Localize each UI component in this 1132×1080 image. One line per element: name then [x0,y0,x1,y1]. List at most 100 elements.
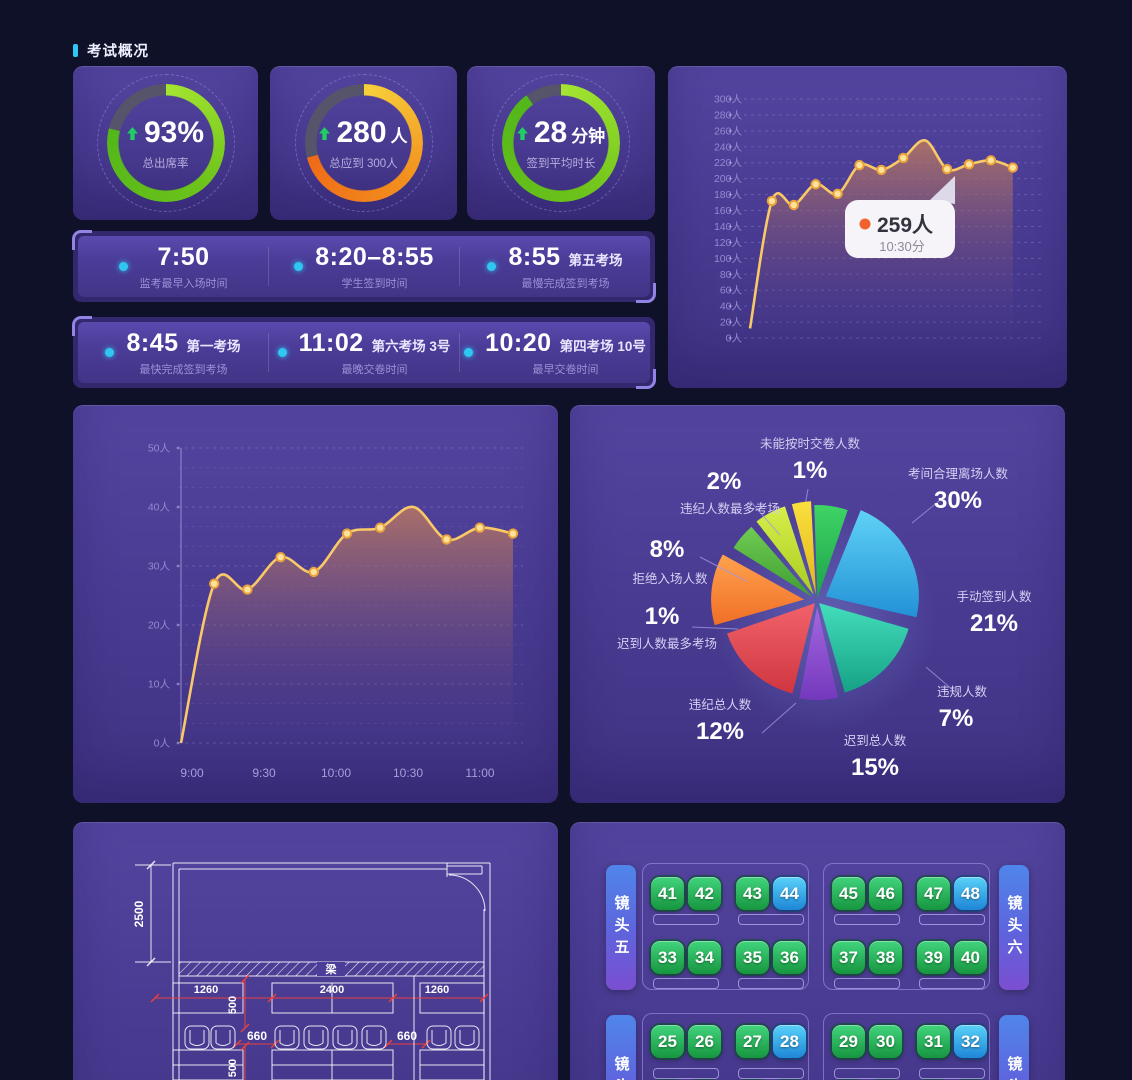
seat-desk [919,1068,985,1079]
data-point-marker[interactable] [1007,162,1018,173]
seat-41[interactable]: 41 [651,877,684,910]
seat-31[interactable]: 31 [917,1025,950,1058]
pie-slice[interactable] [814,505,848,599]
time-bar-inner: 7:50 监考最早入场时间 8:20–8:55 学生签到时间 8:55 第五考场 最慢完成签… [78,236,650,297]
cyan-dot-icon [294,262,304,271]
seat-43[interactable]: 43 [736,877,769,910]
time-sublabel: 学生签到时间 [341,277,408,290]
data-point-marker[interactable] [766,195,778,207]
time-suffix: 第五考场 [568,252,623,268]
pie-label-name: 违纪人数最多考场 [680,501,780,516]
pie-slice[interactable] [819,603,909,693]
seat-32[interactable]: 32 [954,1025,987,1058]
time-suffix: 第一考场 [186,338,241,354]
seat-35[interactable]: 35 [736,941,769,974]
seat-26[interactable]: 26 [688,1025,721,1058]
data-point-marker[interactable] [832,188,843,200]
seat-30[interactable]: 30 [869,1025,902,1058]
tooltip-box [845,200,955,258]
y-axis-label: 100人 [714,253,743,265]
data-point-marker[interactable] [275,551,286,563]
gauge-ring-wrap: 28 分钟 签到平均时长 [492,74,630,212]
tick-dot [728,288,732,292]
time-texts: 7:50 监考最早入场时间 [140,243,228,291]
data-point-marker[interactable] [441,534,452,545]
data-point-marker[interactable] [963,159,975,170]
data-point-marker[interactable] [375,522,386,533]
seat-27[interactable]: 27 [736,1025,769,1058]
seat-42[interactable]: 42 [688,877,721,910]
seat-desk [738,914,804,925]
pie-callout-line [761,702,797,734]
data-point-marker[interactable] [474,522,485,533]
seat-44[interactable]: 44 [773,877,806,910]
seat-desk [653,914,719,925]
seat-28[interactable]: 28 [773,1025,806,1058]
data-point-marker[interactable] [242,584,253,595]
data-point-marker[interactable] [308,566,320,578]
tick-dot [728,336,732,340]
pie-slice[interactable] [727,603,815,694]
seat-47[interactable]: 47 [917,877,950,910]
data-point-marker[interactable] [810,179,821,190]
y-axis-label: 140人 [714,221,743,233]
pie-slice[interactable] [733,526,813,598]
camera-label-right: 镜头 [999,1015,1029,1080]
seat-40[interactable]: 40 [954,941,987,974]
data-point-marker[interactable] [941,163,953,175]
seat-map-card: 镜头五 镜头六 41 42 43 44 33 34 35 36 45 46 47 48 37 38 39 40 镜头… [570,822,1065,1080]
data-point-marker[interactable] [898,152,909,164]
time-bar-inner: 8:45 第一考场 最快完成签到考场 11:02 第六考场 3号 最晚交卷时间 10:20 第… [78,322,650,383]
time-suffix: 第四考场 10号 [559,338,646,354]
pie-label-name: 考间合理离场人数 [908,466,1009,481]
data-point-marker[interactable] [209,578,220,589]
seat-desk [653,978,719,989]
gauge-center: 93% 总出席率 [104,81,228,205]
chair [210,1025,236,1050]
pie-slice[interactable] [791,501,816,595]
cyan-dot-icon [464,348,474,357]
seat-29[interactable]: 29 [832,1025,865,1058]
seat-46[interactable]: 46 [869,877,902,910]
data-point-marker[interactable] [985,155,997,166]
y-axis-label: 280人 [714,109,743,121]
dim-tick [150,993,160,1003]
pie-callout-line [925,666,955,692]
seat-39[interactable]: 39 [917,941,950,974]
camera-label-right: 镜头六 [999,865,1029,990]
chair [426,1025,452,1050]
dim-tick [267,993,277,1003]
signin-trend-chart: 0人20人40人60人80人100人120人140人160人180人200人22… [714,94,1043,345]
pie-label-pct: 30% [934,487,982,514]
depth-dim-label: 500 [227,996,239,1014]
pie-slice[interactable] [756,506,814,595]
depth-dim-label: 500 [227,1059,239,1077]
data-point-marker[interactable] [876,164,887,176]
pie-slice[interactable] [799,606,839,700]
data-point-marker[interactable] [341,528,353,539]
pie-label-name: 迟到总人数 [844,733,907,748]
seat-25[interactable]: 25 [651,1025,684,1058]
seat-37[interactable]: 37 [832,941,865,974]
seat-48[interactable]: 48 [954,877,987,910]
seat-34[interactable]: 34 [688,941,721,974]
seat-45[interactable]: 45 [832,877,865,910]
seat-36[interactable]: 36 [773,941,806,974]
seat-33[interactable]: 33 [651,941,684,974]
time-value: 11:02 [298,328,364,357]
data-point-marker[interactable] [854,159,865,171]
pie-slice[interactable] [711,554,805,626]
data-point-marker[interactable] [788,199,800,211]
seat-38[interactable]: 38 [869,941,902,974]
seat-desk [653,1068,719,1079]
signin-trend-card: 0人20人40人60人80人100人120人140人160人180人200人22… [668,66,1067,388]
beam-label-bg [317,962,345,976]
plan-line [146,957,156,967]
data-point-marker[interactable] [507,528,519,539]
pie-slice[interactable] [825,510,919,618]
camera-label-left: 镜头五 [606,865,636,990]
dim-tick [479,993,489,1003]
beam-label: 梁 [325,962,338,976]
pie-label-name: 未能按时交卷人数 [760,436,861,451]
seat-block: 29 30 31 32 [823,1013,990,1080]
